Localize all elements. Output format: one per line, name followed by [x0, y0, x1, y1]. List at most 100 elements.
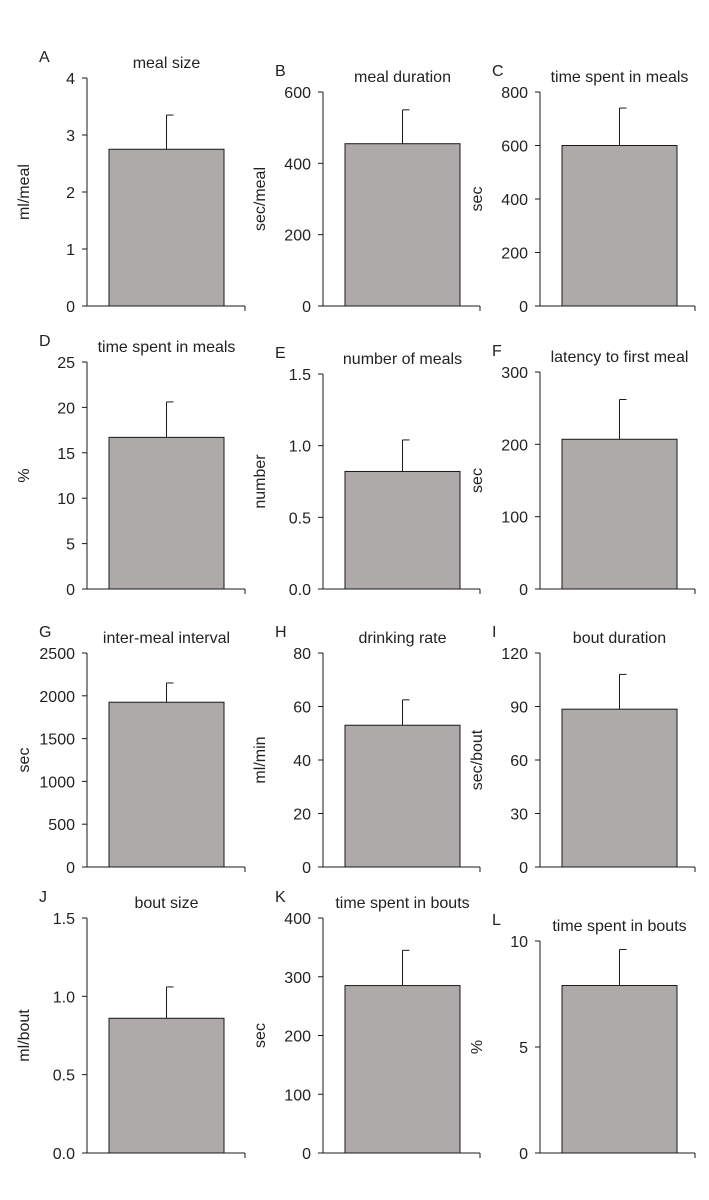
- y-axis-label-j: ml/bout: [16, 1009, 33, 1062]
- y-tick-label-c-1: 200: [501, 246, 528, 263]
- bar-c: [561, 145, 678, 307]
- y-axis-label-d: %: [16, 468, 33, 482]
- y-tick-label-e-1: 0.5: [289, 510, 311, 527]
- y-tick-label-c-4: 800: [501, 85, 528, 102]
- y-tick-label-k-3: 300: [284, 970, 311, 987]
- y-axis-label-b: sec/meal: [252, 167, 269, 231]
- y-tick-label-h-2: 40: [293, 753, 311, 770]
- chart-title-k: time spent in bouts: [335, 895, 469, 912]
- y-tick-label-g-3: 1500: [39, 732, 75, 749]
- y-axis-label-e: number: [252, 454, 269, 509]
- y-tick-label-a-2: 2: [66, 185, 75, 202]
- chart-title-c: time spent in meals: [551, 69, 689, 86]
- y-tick-label-d-0: 0: [66, 582, 75, 599]
- chart-title-b: meal duration: [354, 69, 451, 86]
- panel-label-b: B: [275, 63, 286, 80]
- y-tick-label-h-0: 0: [302, 860, 311, 877]
- y-tick-label-g-2: 1000: [39, 774, 75, 791]
- y-tick-label-b-3: 600: [284, 85, 311, 102]
- y-tick-label-f-0: 0: [519, 582, 528, 599]
- y-axis-label-l: %: [469, 1040, 486, 1054]
- y-tick-label-d-5: 25: [57, 355, 75, 372]
- y-tick-label-b-2: 400: [284, 156, 311, 173]
- y-tick-label-e-0: 0.0: [289, 582, 311, 599]
- y-tick-label-c-3: 600: [501, 139, 528, 156]
- panel-label-l: L: [492, 912, 501, 929]
- y-tick-label-k-1: 100: [284, 1087, 311, 1104]
- bar-f: [561, 438, 678, 590]
- y-tick-label-l-0: 0: [519, 1146, 528, 1163]
- chart-title-l: time spent in bouts: [552, 918, 686, 935]
- y-tick-label-a-3: 3: [66, 128, 75, 145]
- bar-j: [108, 1017, 225, 1154]
- y-tick-label-a-0: 0: [66, 299, 75, 316]
- panel-label-a: A: [39, 49, 50, 66]
- y-axis-label-g: sec: [16, 748, 33, 773]
- y-tick-label-d-3: 15: [57, 446, 75, 463]
- y-tick-label-e-3: 1.5: [289, 367, 311, 384]
- y-tick-label-l-1: 5: [519, 1040, 528, 1057]
- panel-label-d: D: [39, 333, 51, 350]
- y-axis-label-i: sec/bout: [469, 729, 486, 790]
- y-axis-label-f: sec: [469, 468, 486, 493]
- y-tick-label-g-4: 2000: [39, 689, 75, 706]
- bar-k: [344, 985, 461, 1154]
- y-tick-label-d-2: 10: [57, 491, 75, 508]
- y-tick-label-i-4: 120: [501, 646, 528, 663]
- chart-title-a: meal size: [133, 55, 201, 72]
- y-axis-label-k: sec: [252, 1023, 269, 1048]
- y-tick-label-d-1: 5: [66, 537, 75, 554]
- y-tick-label-k-2: 200: [284, 1029, 311, 1046]
- bar-g: [108, 701, 225, 868]
- y-tick-label-c-0: 0: [519, 299, 528, 316]
- y-tick-label-a-4: 4: [66, 71, 75, 88]
- y-tick-label-d-4: 20: [57, 400, 75, 417]
- y-tick-label-f-1: 100: [501, 510, 528, 527]
- panel-label-f: F: [492, 343, 502, 360]
- bar-i: [561, 708, 678, 868]
- chart-title-g: inter-meal interval: [103, 630, 230, 647]
- y-tick-label-i-2: 60: [510, 753, 528, 770]
- panel-label-g: G: [39, 624, 51, 641]
- y-tick-label-k-0: 0: [302, 1146, 311, 1163]
- y-tick-label-c-2: 400: [501, 192, 528, 209]
- y-tick-label-l-2: 10: [510, 934, 528, 951]
- chart-title-i: bout duration: [573, 630, 666, 647]
- bar-b: [344, 143, 461, 307]
- y-tick-label-h-3: 60: [293, 700, 311, 717]
- y-tick-label-j-1: 0.5: [53, 1068, 75, 1085]
- y-tick-label-a-1: 1: [66, 242, 75, 259]
- chart-title-f: latency to first meal: [551, 349, 689, 366]
- y-tick-label-i-0: 0: [519, 860, 528, 877]
- y-axis-label-c: sec: [469, 187, 486, 212]
- panel-label-c: C: [492, 63, 504, 80]
- y-tick-label-g-0: 0: [66, 860, 75, 877]
- y-axis-label-a: ml/meal: [16, 164, 33, 220]
- y-tick-label-b-0: 0: [302, 299, 311, 316]
- bar-d: [108, 436, 225, 590]
- y-tick-label-g-5: 2500: [39, 646, 75, 663]
- chart-title-e: number of meals: [343, 351, 462, 368]
- y-tick-label-e-2: 1.0: [289, 439, 311, 456]
- bar-l: [561, 985, 678, 1154]
- y-tick-label-h-4: 80: [293, 646, 311, 663]
- y-tick-label-j-2: 1.0: [53, 989, 75, 1006]
- panel-label-k: K: [275, 889, 286, 906]
- bar-h: [344, 724, 461, 868]
- panel-label-j: J: [39, 889, 47, 906]
- y-tick-label-j-3: 1.5: [53, 911, 75, 928]
- chart-title-h: drinking rate: [358, 630, 446, 647]
- y-tick-label-b-1: 200: [284, 228, 311, 245]
- y-axis-label-h: ml/min: [252, 736, 269, 783]
- y-tick-label-g-1: 500: [48, 817, 75, 834]
- bar-a: [108, 148, 225, 307]
- chart-title-j: bout size: [134, 895, 198, 912]
- y-tick-label-h-1: 20: [293, 807, 311, 824]
- panel-label-h: H: [275, 624, 287, 641]
- y-tick-label-f-2: 200: [501, 437, 528, 454]
- y-tick-label-k-4: 400: [284, 911, 311, 928]
- bar-e: [344, 470, 461, 590]
- y-tick-label-j-0: 0.0: [53, 1146, 75, 1163]
- panel-label-i: I: [492, 624, 496, 641]
